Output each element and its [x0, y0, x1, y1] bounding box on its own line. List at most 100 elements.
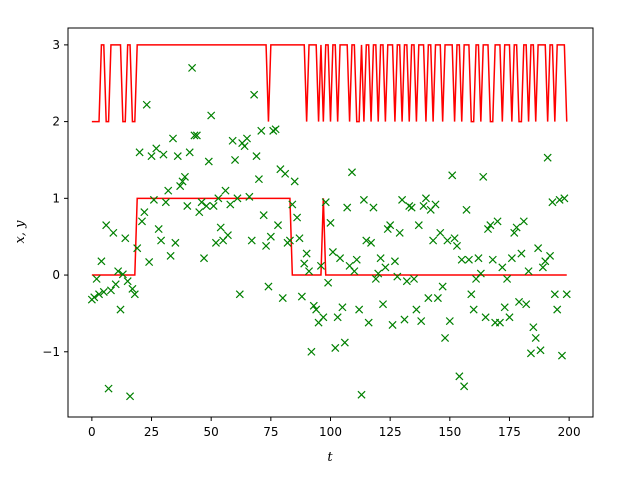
- scatter-point: [242, 134, 252, 143]
- scatter-point: [405, 201, 414, 211]
- scatter-point: [293, 213, 302, 222]
- scatter-point: [192, 131, 201, 140]
- x-tick-label: 200: [558, 425, 581, 439]
- scatter-point: [517, 249, 526, 258]
- scatter-point: [431, 200, 440, 209]
- scatter-point: [302, 249, 311, 258]
- scatter-point: [347, 168, 357, 177]
- scatter-point: [180, 172, 189, 181]
- scatter-point: [157, 236, 166, 245]
- scatter-point: [111, 280, 120, 289]
- scatter-point: [343, 203, 352, 212]
- x-tick-label: 175: [498, 425, 521, 439]
- scatter-point: [450, 234, 459, 243]
- scatter-point: [376, 254, 385, 263]
- scatter-point: [474, 254, 483, 263]
- scatter-point: [176, 182, 185, 191]
- scatter-point: [534, 244, 543, 253]
- scatter-point: [92, 274, 101, 283]
- scatter-point: [486, 221, 495, 230]
- scatter-point: [114, 267, 123, 276]
- x-axis: 0 25 50 75 100 125 150 175 200: [88, 417, 581, 439]
- scatter-point: [161, 198, 170, 207]
- scatter-point: [231, 155, 240, 164]
- scatter-point: [390, 257, 399, 266]
- scatter-point: [209, 201, 218, 211]
- scatter-point: [429, 236, 438, 245]
- scatter-point: [97, 257, 106, 266]
- scatter-point: [211, 238, 220, 247]
- scatter-point: [228, 136, 237, 145]
- scatter-point: [297, 292, 306, 301]
- scatter-point: [137, 217, 147, 226]
- scatter-point: [550, 290, 559, 299]
- scatter-point: [312, 305, 321, 314]
- scatter-point: [538, 263, 547, 272]
- scatter-point: [109, 228, 118, 237]
- scatter-point: [185, 148, 194, 157]
- scatter-point: [281, 169, 290, 178]
- scatter-point: [536, 346, 545, 355]
- scatter-point: [207, 111, 216, 120]
- scatter-point: [548, 198, 557, 207]
- scatter-point: [510, 228, 519, 237]
- scatter-point: [164, 186, 173, 195]
- upper-state-line: [91, 44, 568, 123]
- scatter-point: [495, 318, 504, 327]
- scatter-point: [512, 223, 521, 232]
- y-axis-label: x, y: [13, 220, 28, 244]
- scatter-point: [386, 221, 395, 230]
- y-tick-label: 0: [52, 268, 60, 282]
- scatter-point: [467, 290, 476, 299]
- scatter-point: [199, 254, 209, 263]
- scatter-point: [555, 195, 564, 204]
- scatter-point: [383, 224, 392, 234]
- scatter-point: [102, 221, 111, 230]
- x-axis-label: t: [327, 450, 333, 465]
- scatter-point: [307, 347, 316, 356]
- scatter-point: [133, 244, 142, 253]
- y-tick-label: 1: [52, 191, 60, 205]
- x-tick-label: 150: [438, 425, 461, 439]
- scatter-point: [285, 236, 294, 245]
- scatter-point: [257, 126, 266, 135]
- scatter-point: [188, 63, 197, 72]
- scatter-point: [557, 351, 567, 360]
- scatter-point: [190, 131, 199, 140]
- scatter-point: [245, 192, 254, 201]
- scatter-point: [123, 277, 132, 286]
- scatter-point: [140, 208, 149, 217]
- scatter-point: [269, 126, 278, 135]
- scatter-point: [441, 333, 450, 342]
- scatter-point: [359, 195, 368, 204]
- scatter-point: [135, 148, 144, 157]
- scatter-point: [560, 194, 569, 203]
- scatter-point: [202, 201, 211, 211]
- scatter-point: [326, 218, 335, 227]
- scatter-point: [130, 290, 139, 299]
- scatter-point: [142, 100, 151, 109]
- x-tick-label: 50: [204, 425, 219, 439]
- scatter-point: [204, 157, 213, 166]
- scatter-point: [452, 241, 462, 250]
- y-tick-label: −1: [42, 345, 60, 359]
- scatter-point: [278, 294, 287, 303]
- scatter-point: [483, 224, 493, 234]
- scatter-point: [414, 221, 423, 230]
- scatter-point: [438, 282, 447, 291]
- scatter-point: [398, 195, 407, 204]
- scatter-point: [154, 224, 163, 234]
- scatter-point: [524, 267, 533, 276]
- scatter-point: [455, 372, 464, 381]
- scatter-point: [152, 144, 161, 153]
- scatter-point: [350, 267, 359, 276]
- scatter-point: [147, 152, 156, 161]
- scatter-point: [553, 305, 562, 314]
- x-tick-label: 0: [88, 425, 96, 439]
- scatter-point: [118, 270, 127, 279]
- y-axis: −1 0 1 2 3: [42, 38, 68, 359]
- scatter-point: [526, 349, 535, 358]
- scatter-point: [295, 234, 304, 243]
- scatter-point: [171, 238, 180, 247]
- scatter-point: [374, 269, 383, 278]
